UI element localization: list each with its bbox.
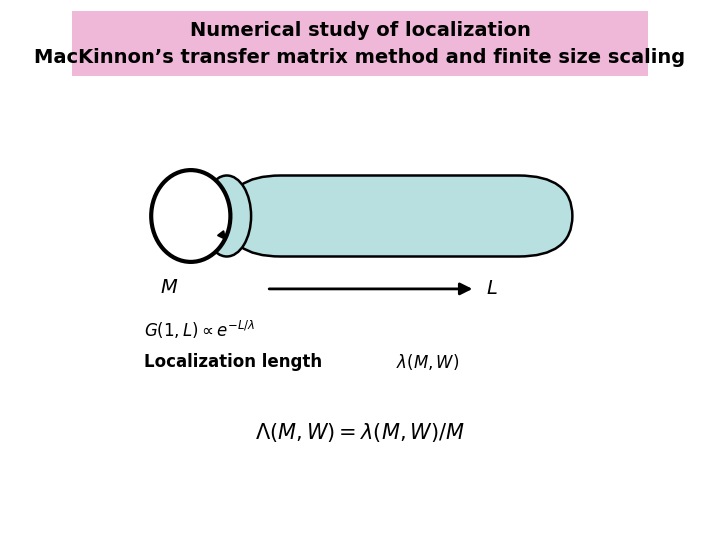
Text: MacKinnon’s transfer matrix method and finite size scaling: MacKinnon’s transfer matrix method and f… <box>35 48 685 67</box>
Text: Numerical study of localization: Numerical study of localization <box>189 21 531 40</box>
Text: $\mathit{L}$: $\mathit{L}$ <box>486 279 498 299</box>
Ellipse shape <box>202 176 251 256</box>
FancyBboxPatch shape <box>72 11 648 76</box>
Text: $\lambda(M,W)$: $\lambda(M,W)$ <box>396 352 459 372</box>
Text: $\mathit{M}$: $\mathit{M}$ <box>160 278 179 297</box>
FancyBboxPatch shape <box>227 176 572 256</box>
Text: $G(1,L) \propto e^{-L/\lambda}$: $G(1,L) \propto e^{-L/\lambda}$ <box>144 318 256 341</box>
Ellipse shape <box>151 170 230 262</box>
Text: $\Lambda(M,W) = \lambda(M,W)/M$: $\Lambda(M,W) = \lambda(M,W)/M$ <box>255 421 465 443</box>
Text: Localization length: Localization length <box>144 353 322 371</box>
